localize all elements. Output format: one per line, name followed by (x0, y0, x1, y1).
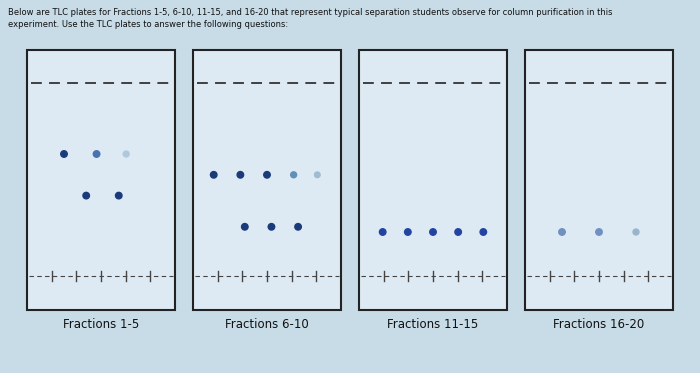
Circle shape (314, 172, 320, 178)
Circle shape (290, 172, 297, 178)
FancyBboxPatch shape (193, 50, 341, 310)
Circle shape (379, 229, 386, 235)
Text: Below are TLC plates for Fractions 1-5, 6-10, 11-15, and 16-20 that represent ty: Below are TLC plates for Fractions 1-5, … (8, 8, 612, 29)
Circle shape (633, 229, 639, 235)
FancyBboxPatch shape (27, 50, 175, 310)
Circle shape (264, 172, 270, 178)
Circle shape (596, 229, 602, 235)
Circle shape (211, 172, 217, 178)
Text: Fractions 16-20: Fractions 16-20 (554, 318, 645, 331)
Circle shape (116, 192, 122, 199)
Circle shape (237, 172, 244, 178)
Circle shape (241, 223, 248, 230)
Circle shape (268, 223, 274, 230)
FancyBboxPatch shape (525, 50, 673, 310)
FancyBboxPatch shape (359, 50, 507, 310)
Text: Fractions 6-10: Fractions 6-10 (225, 318, 309, 331)
Circle shape (455, 229, 461, 235)
Text: Fractions 1-5: Fractions 1-5 (63, 318, 139, 331)
Circle shape (93, 151, 100, 157)
Circle shape (405, 229, 411, 235)
Circle shape (430, 229, 436, 235)
Circle shape (83, 192, 90, 199)
Circle shape (480, 229, 486, 235)
Circle shape (123, 151, 129, 157)
Text: Fractions 11-15: Fractions 11-15 (387, 318, 479, 331)
Circle shape (295, 223, 301, 230)
Circle shape (559, 229, 566, 235)
Circle shape (61, 151, 67, 157)
